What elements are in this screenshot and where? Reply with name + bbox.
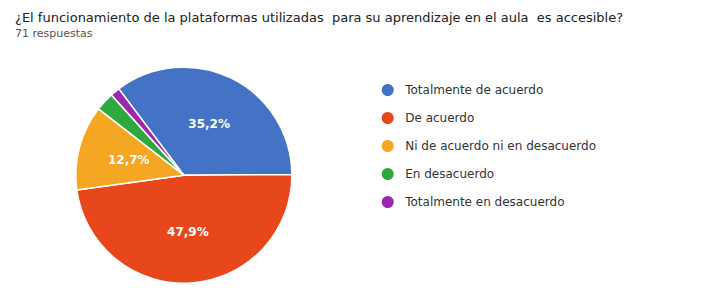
svg-text:De acuerdo: De acuerdo	[405, 111, 474, 125]
svg-text:71 respuestas: 71 respuestas	[15, 27, 93, 40]
svg-text:Totalmente de acuerdo: Totalmente de acuerdo	[404, 83, 543, 97]
svg-text:12,7%: 12,7%	[108, 153, 150, 167]
svg-text:Totalmente en desacuerdo: Totalmente en desacuerdo	[404, 195, 564, 209]
svg-text:35,2%: 35,2%	[188, 117, 230, 131]
svg-text:Ni de acuerdo ni en desacuerdo: Ni de acuerdo ni en desacuerdo	[405, 139, 596, 153]
svg-text:47,9%: 47,9%	[167, 225, 209, 239]
svg-text:¿El funcionamiento de la plata: ¿El funcionamiento de la plataformas uti…	[15, 10, 623, 25]
svg-text:En desacuerdo: En desacuerdo	[405, 167, 494, 181]
